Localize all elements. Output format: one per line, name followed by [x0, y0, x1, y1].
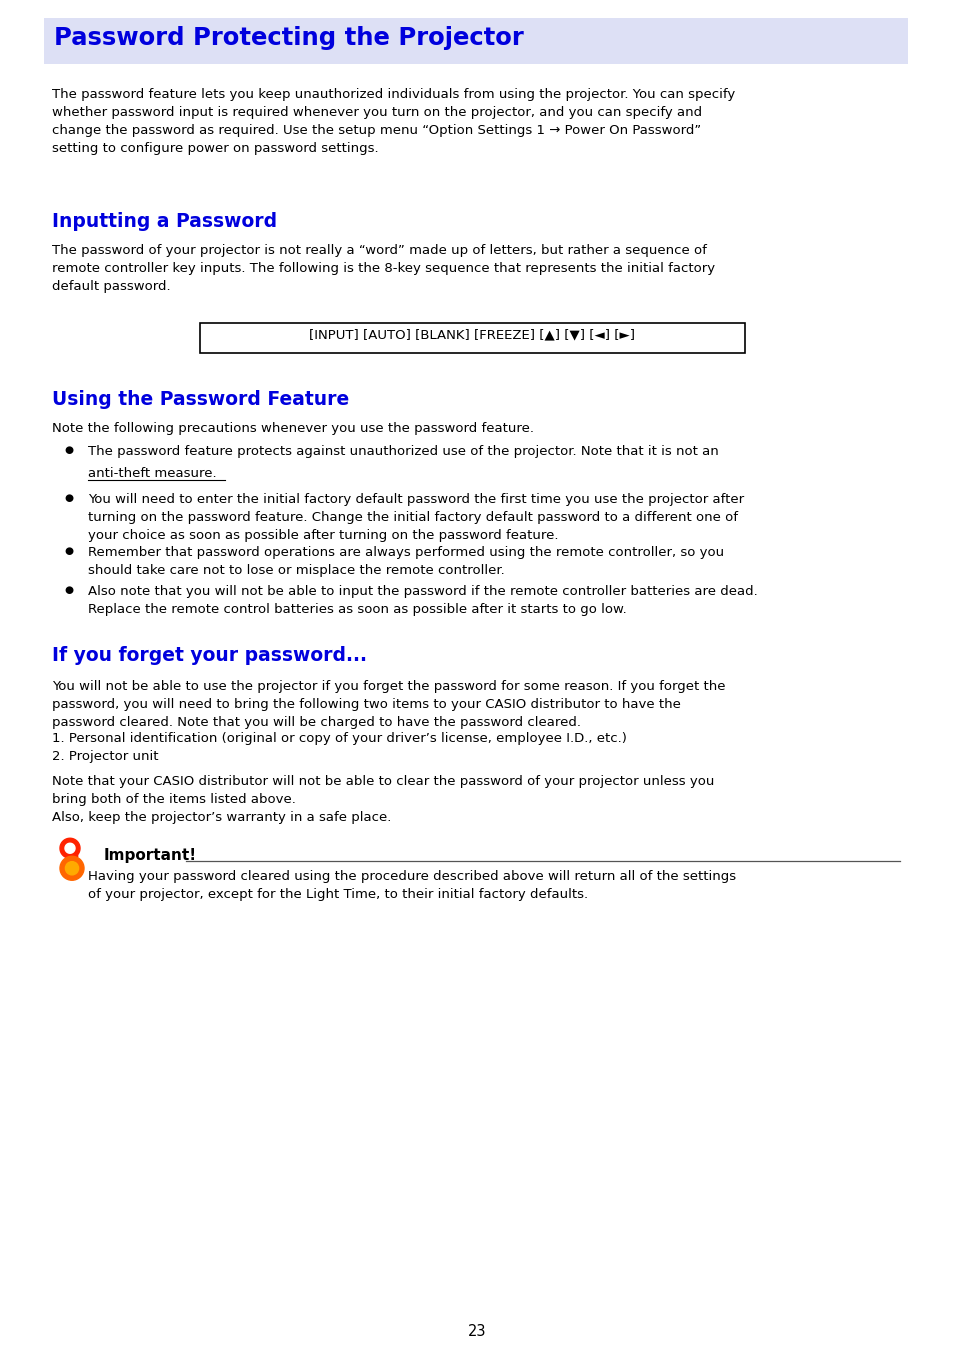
- Text: The password of your projector is not really a “word” made up of letters, but ra: The password of your projector is not re…: [52, 243, 715, 293]
- FancyBboxPatch shape: [44, 18, 907, 64]
- Text: Having your password cleared using the procedure described above will return all: Having your password cleared using the p…: [88, 871, 736, 902]
- Text: [INPUT] [AUTO] [BLANK] [FREEZE] [▲] [▼] [◄] [►]: [INPUT] [AUTO] [BLANK] [FREEZE] [▲] [▼] …: [309, 329, 635, 341]
- Circle shape: [66, 861, 78, 875]
- Polygon shape: [65, 844, 75, 853]
- Text: You will need to enter the initial factory default password the first time you u: You will need to enter the initial facto…: [88, 492, 743, 542]
- Text: ●: ●: [64, 492, 73, 503]
- Text: Inputting a Password: Inputting a Password: [52, 212, 276, 231]
- Text: ●: ●: [64, 585, 73, 595]
- Text: Important!: Important!: [104, 848, 197, 863]
- Text: ●: ●: [64, 546, 73, 556]
- Text: If you forget your password...: If you forget your password...: [52, 646, 367, 665]
- Text: The password feature lets you keep unauthorized individuals from using the proje: The password feature lets you keep unaut…: [52, 88, 735, 155]
- Text: Note the following precautions whenever you use the password feature.: Note the following precautions whenever …: [52, 422, 534, 435]
- Text: 1. Personal identification (original or copy of your driver’s license, employee : 1. Personal identification (original or …: [52, 731, 626, 745]
- Text: 23: 23: [467, 1324, 486, 1338]
- Text: ●: ●: [64, 445, 73, 456]
- Text: Password Protecting the Projector: Password Protecting the Projector: [54, 26, 523, 50]
- Text: Note that your CASIO distributor will not be able to clear the password of your : Note that your CASIO distributor will no…: [52, 775, 714, 823]
- Polygon shape: [60, 838, 80, 859]
- Text: You will not be able to use the projector if you forget the password for some re: You will not be able to use the projecto…: [52, 680, 724, 729]
- Text: Using the Password Feature: Using the Password Feature: [52, 389, 349, 410]
- Text: 2. Projector unit: 2. Projector unit: [52, 750, 158, 764]
- Text: anti-theft measure.: anti-theft measure.: [88, 466, 216, 480]
- Text: Also note that you will not be able to input the password if the remote controll: Also note that you will not be able to i…: [88, 585, 757, 617]
- Text: The password feature protects against unauthorized use of the projector. Note th: The password feature protects against un…: [88, 445, 718, 458]
- FancyBboxPatch shape: [200, 323, 744, 353]
- Circle shape: [60, 856, 84, 880]
- Text: Remember that password operations are always performed using the remote controll: Remember that password operations are al…: [88, 546, 723, 577]
